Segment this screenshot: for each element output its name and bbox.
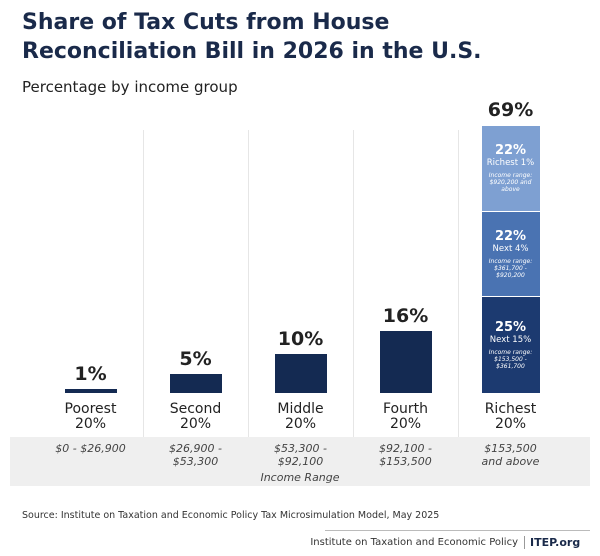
bar <box>379 330 432 393</box>
chart-title: Share of Tax Cuts from House Reconciliat… <box>22 10 482 64</box>
bar: 25% Next 15% Income range: $153,500 - $361… <box>481 125 540 393</box>
x-tick-label: Fourth 20% <box>382 401 429 432</box>
footer-org: Institute on Taxation and Economic Polic… <box>310 537 518 548</box>
value-label: 5% <box>179 347 212 370</box>
segment: 25% Next 15% Income range: $153,500 - $361… <box>481 295 540 393</box>
bar <box>274 354 327 393</box>
income-range-panel <box>10 437 590 486</box>
source: Source: Institute on Taxation and Econom… <box>22 510 440 521</box>
income-range: $26,900 - $53,300 <box>169 442 222 468</box>
segment: 22% Richest 1% Income range: $920,200 and … <box>481 125 540 211</box>
divider <box>353 130 354 437</box>
segment-name: Richest 1% <box>486 158 535 169</box>
income-range: $92,100 - $153,500 <box>379 442 432 468</box>
segment-value: 25% <box>494 319 527 335</box>
divider <box>248 130 249 437</box>
income-range-title: Income Range <box>260 471 340 484</box>
bar <box>64 389 117 393</box>
divider <box>143 130 144 437</box>
footer-rule <box>325 530 590 531</box>
value-label: 16% <box>382 304 429 327</box>
segment-value: 22% <box>494 143 527 159</box>
value-label: 1% <box>74 363 107 386</box>
value-label: 69% <box>487 99 534 122</box>
segment-range: Income range: $361,700 - $920,200 <box>488 257 533 279</box>
segment-name: Next 15% <box>489 334 532 345</box>
value-label: 10% <box>277 328 324 351</box>
segment-range: Income range: $920,200 and above <box>488 172 533 194</box>
chart-subtitle: Percentage by income group <box>22 78 238 96</box>
income-range: $153,500 and above <box>481 442 540 468</box>
income-range: $53,300 - $92,100 <box>274 442 327 468</box>
x-tick-label: Middle 20% <box>277 401 324 432</box>
segment-range: Income range: $153,500 - $361,700 <box>488 348 533 370</box>
x-tick-label: Second 20% <box>169 401 222 432</box>
segment-name: Next 4% <box>492 243 529 254</box>
x-tick-label: Richest 20% <box>484 401 537 432</box>
x-tick-label: Poorest 20% <box>64 401 117 432</box>
footer-logo: ITEP.org <box>524 536 580 549</box>
income-range: $0 - $26,900 <box>55 442 126 455</box>
segment: 22% Next 4% Income range: $361,700 - $920,… <box>481 210 540 296</box>
divider <box>458 130 459 437</box>
segment-value: 22% <box>494 228 527 244</box>
bar <box>169 373 222 393</box>
